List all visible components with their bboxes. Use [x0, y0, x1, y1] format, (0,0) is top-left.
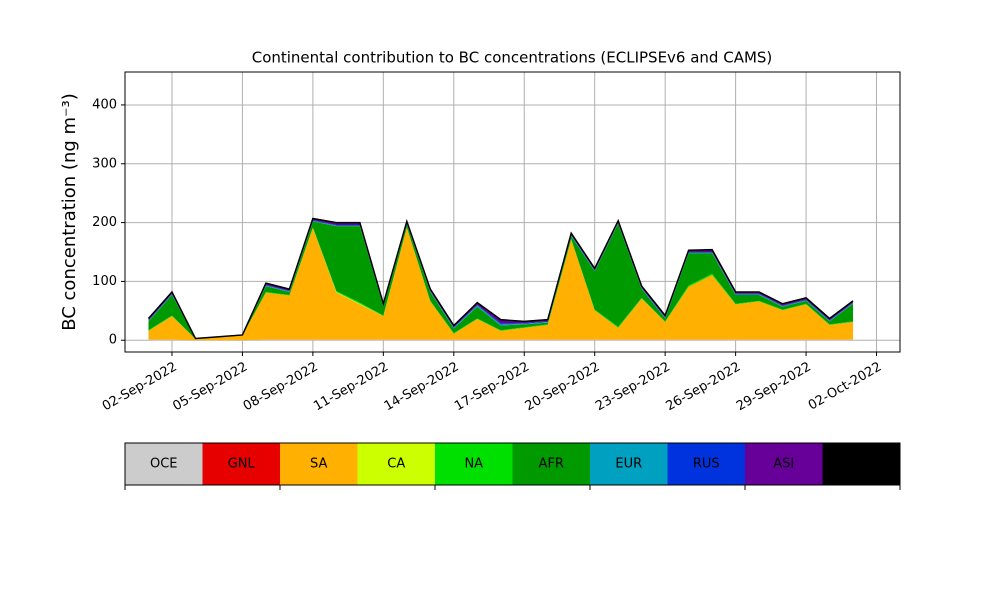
axes: 0 100 200 300 400 02-Sep-202205-Sep-202208-Se…: [92, 97, 884, 414]
x-tick-label: 29-Sep-2022: [734, 360, 814, 415]
x-tick-label: 11-Sep-2022: [311, 360, 391, 415]
legend-label: AUS: [848, 457, 875, 472]
plot-frame: [124, 71, 901, 353]
y-tick-label: 400: [92, 97, 117, 112]
x-tick-label: 17-Sep-2022: [452, 360, 532, 415]
legend-swatch: [512, 443, 590, 485]
area: [148, 339, 854, 341]
areas: [147, 217, 854, 341]
legend-swatch: [667, 443, 745, 485]
legend-swatch: [745, 443, 823, 485]
legend-swatch: [822, 443, 900, 485]
legend-label: SA: [310, 457, 327, 472]
legend-swatch: [435, 443, 513, 485]
area: [148, 227, 854, 341]
x-tick-label: 08-Sep-2022: [241, 360, 321, 415]
x-tick-label: 26-Sep-2022: [664, 360, 744, 415]
legend-swatch: [125, 443, 203, 485]
legend-label: GNL: [228, 457, 256, 472]
legend: OCE GNL SA CA NA AFR EUR RUS ASI AUS: [124, 442, 901, 486]
y-axis-label: BC concentration (ng m⁻³): [59, 93, 80, 331]
x-tick-label: 02-Sep-2022: [100, 360, 180, 415]
legend-label: ASI: [773, 457, 794, 472]
x-tick-label: 02-Oct-2022: [806, 360, 884, 414]
x-tick-label: 20-Sep-2022: [523, 360, 603, 415]
legend-swatch: [280, 443, 358, 485]
legend-label: NA: [464, 457, 483, 472]
x-tick-label: 14-Sep-2022: [382, 360, 462, 415]
area: [148, 221, 854, 340]
legend-label: EUR: [615, 457, 642, 472]
y-tick-label: 300: [92, 156, 117, 171]
legend-ticks: [124, 485, 901, 490]
legend-label: RUS: [693, 457, 720, 472]
legend-label: CA: [387, 457, 405, 472]
y-tick-label: 200: [92, 215, 117, 230]
legend-label: AFR: [539, 457, 564, 472]
x-tick-label: 23-Sep-2022: [593, 360, 673, 415]
y-tick-label: 0: [109, 333, 117, 348]
legend-frame: [124, 442, 901, 486]
legend-swatch: [357, 443, 435, 485]
top-outline: [147, 217, 854, 340]
x-tick-label: 05-Sep-2022: [170, 360, 250, 415]
legend-swatch: [590, 443, 668, 485]
chart-title: Continental contribution to BC concentra…: [252, 49, 773, 67]
legend-swatch: [202, 443, 280, 485]
legend-label: OCE: [150, 457, 178, 472]
y-tick-label: 100: [92, 274, 117, 289]
